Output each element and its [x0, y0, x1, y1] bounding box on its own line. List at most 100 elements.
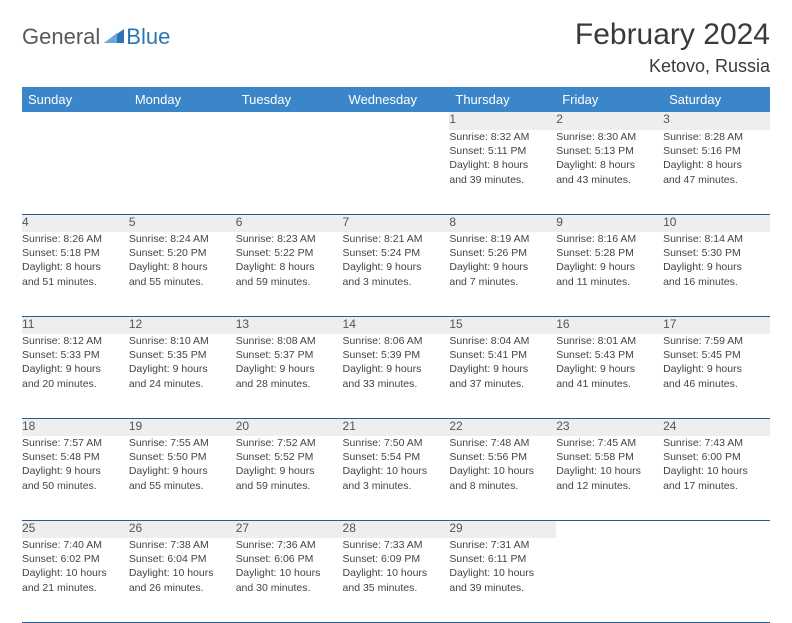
daylight-text-2: and 7 minutes.	[449, 275, 556, 289]
day-number: 19	[129, 418, 236, 436]
daylight-text-1: Daylight: 9 hours	[343, 260, 450, 274]
daylight-text-1: Daylight: 9 hours	[22, 362, 129, 376]
sunset-text: Sunset: 5:35 PM	[129, 348, 236, 362]
daylight-text-1: Daylight: 8 hours	[663, 158, 770, 172]
day-cell: Sunrise: 8:08 AMSunset: 5:37 PMDaylight:…	[236, 334, 343, 418]
weekday-header: Thursday	[449, 87, 556, 112]
daylight-text-1: Daylight: 10 hours	[129, 566, 236, 580]
sunset-text: Sunset: 6:04 PM	[129, 552, 236, 566]
daylight-text-2: and 47 minutes.	[663, 173, 770, 187]
day-number: 13	[236, 316, 343, 334]
sunrise-text: Sunrise: 8:28 AM	[663, 130, 770, 144]
sunset-text: Sunset: 5:43 PM	[556, 348, 663, 362]
daylight-text-2: and 21 minutes.	[22, 581, 129, 595]
daylight-text-1: Daylight: 10 hours	[236, 566, 343, 580]
sunset-text: Sunset: 5:33 PM	[22, 348, 129, 362]
day-body-row: Sunrise: 8:32 AMSunset: 5:11 PMDaylight:…	[22, 130, 770, 214]
sunrise-text: Sunrise: 8:06 AM	[343, 334, 450, 348]
daylight-text-1: Daylight: 9 hours	[343, 362, 450, 376]
day-cell: Sunrise: 7:38 AMSunset: 6:04 PMDaylight:…	[129, 538, 236, 622]
daylight-text-2: and 30 minutes.	[236, 581, 343, 595]
calendar-header: SundayMondayTuesdayWednesdayThursdayFrid…	[22, 87, 770, 112]
day-number: 7	[343, 214, 450, 232]
day-cell: Sunrise: 8:30 AMSunset: 5:13 PMDaylight:…	[556, 130, 663, 214]
empty-cell	[556, 520, 663, 538]
daylight-text-2: and 17 minutes.	[663, 479, 770, 493]
sunrise-text: Sunrise: 7:31 AM	[449, 538, 556, 552]
daylight-text-1: Daylight: 9 hours	[22, 464, 129, 478]
daylight-text-2: and 39 minutes.	[449, 173, 556, 187]
month-title: February 2024	[575, 18, 770, 52]
daylight-text-1: Daylight: 10 hours	[22, 566, 129, 580]
daylight-text-2: and 50 minutes.	[22, 479, 129, 493]
day-number: 1	[449, 112, 556, 130]
day-number: 23	[556, 418, 663, 436]
daynum-row: 18192021222324	[22, 418, 770, 436]
sunset-text: Sunset: 5:24 PM	[343, 246, 450, 260]
weekday-header: Monday	[129, 87, 236, 112]
daylight-text-1: Daylight: 9 hours	[236, 464, 343, 478]
sunrise-text: Sunrise: 8:23 AM	[236, 232, 343, 246]
sunrise-text: Sunrise: 8:24 AM	[129, 232, 236, 246]
sunset-text: Sunset: 5:28 PM	[556, 246, 663, 260]
day-number: 17	[663, 316, 770, 334]
empty-cell	[236, 130, 343, 214]
day-body-row: Sunrise: 7:57 AMSunset: 5:48 PMDaylight:…	[22, 436, 770, 520]
sunset-text: Sunset: 6:00 PM	[663, 450, 770, 464]
daylight-text-1: Daylight: 9 hours	[129, 362, 236, 376]
sunrise-text: Sunrise: 7:57 AM	[22, 436, 129, 450]
daylight-text-1: Daylight: 9 hours	[449, 260, 556, 274]
empty-cell	[129, 130, 236, 214]
day-cell: Sunrise: 7:36 AMSunset: 6:06 PMDaylight:…	[236, 538, 343, 622]
sunrise-text: Sunrise: 8:14 AM	[663, 232, 770, 246]
daylight-text-1: Daylight: 10 hours	[663, 464, 770, 478]
day-body-row: Sunrise: 8:26 AMSunset: 5:18 PMDaylight:…	[22, 232, 770, 316]
sunset-text: Sunset: 5:48 PM	[22, 450, 129, 464]
sunset-text: Sunset: 6:02 PM	[22, 552, 129, 566]
sunset-text: Sunset: 5:37 PM	[236, 348, 343, 362]
day-cell: Sunrise: 8:14 AMSunset: 5:30 PMDaylight:…	[663, 232, 770, 316]
day-cell: Sunrise: 8:06 AMSunset: 5:39 PMDaylight:…	[343, 334, 450, 418]
daylight-text-2: and 3 minutes.	[343, 275, 450, 289]
daylight-text-1: Daylight: 9 hours	[556, 362, 663, 376]
sunset-text: Sunset: 5:13 PM	[556, 144, 663, 158]
daynum-row: 2526272829	[22, 520, 770, 538]
day-number: 3	[663, 112, 770, 130]
day-number: 11	[22, 316, 129, 334]
empty-cell	[663, 520, 770, 538]
sunrise-text: Sunrise: 8:19 AM	[449, 232, 556, 246]
daylight-text-2: and 11 minutes.	[556, 275, 663, 289]
sunset-text: Sunset: 5:18 PM	[22, 246, 129, 260]
empty-cell	[22, 112, 129, 130]
sunrise-text: Sunrise: 8:01 AM	[556, 334, 663, 348]
sunset-text: Sunset: 5:39 PM	[343, 348, 450, 362]
daylight-text-1: Daylight: 9 hours	[663, 362, 770, 376]
daylight-text-1: Daylight: 10 hours	[343, 464, 450, 478]
day-cell: Sunrise: 8:12 AMSunset: 5:33 PMDaylight:…	[22, 334, 129, 418]
day-number: 29	[449, 520, 556, 538]
sunrise-text: Sunrise: 8:30 AM	[556, 130, 663, 144]
day-cell: Sunrise: 8:01 AMSunset: 5:43 PMDaylight:…	[556, 334, 663, 418]
day-number: 24	[663, 418, 770, 436]
day-number: 8	[449, 214, 556, 232]
day-cell: Sunrise: 8:24 AMSunset: 5:20 PMDaylight:…	[129, 232, 236, 316]
daylight-text-2: and 43 minutes.	[556, 173, 663, 187]
day-number: 15	[449, 316, 556, 334]
daylight-text-2: and 12 minutes.	[556, 479, 663, 493]
logo-triangle-icon	[104, 27, 124, 48]
weekday-header: Saturday	[663, 87, 770, 112]
day-body-row: Sunrise: 7:40 AMSunset: 6:02 PMDaylight:…	[22, 538, 770, 622]
daylight-text-2: and 51 minutes.	[22, 275, 129, 289]
day-number: 2	[556, 112, 663, 130]
location: Ketovo, Russia	[575, 56, 770, 77]
sunset-text: Sunset: 5:22 PM	[236, 246, 343, 260]
sunset-text: Sunset: 6:11 PM	[449, 552, 556, 566]
daynum-row: 123	[22, 112, 770, 130]
title-block: February 2024 Ketovo, Russia	[575, 18, 770, 77]
sunset-text: Sunset: 5:41 PM	[449, 348, 556, 362]
sunset-text: Sunset: 5:30 PM	[663, 246, 770, 260]
sunset-text: Sunset: 5:26 PM	[449, 246, 556, 260]
daylight-text-1: Daylight: 9 hours	[556, 260, 663, 274]
day-cell: Sunrise: 7:52 AMSunset: 5:52 PMDaylight:…	[236, 436, 343, 520]
day-cell: Sunrise: 8:28 AMSunset: 5:16 PMDaylight:…	[663, 130, 770, 214]
